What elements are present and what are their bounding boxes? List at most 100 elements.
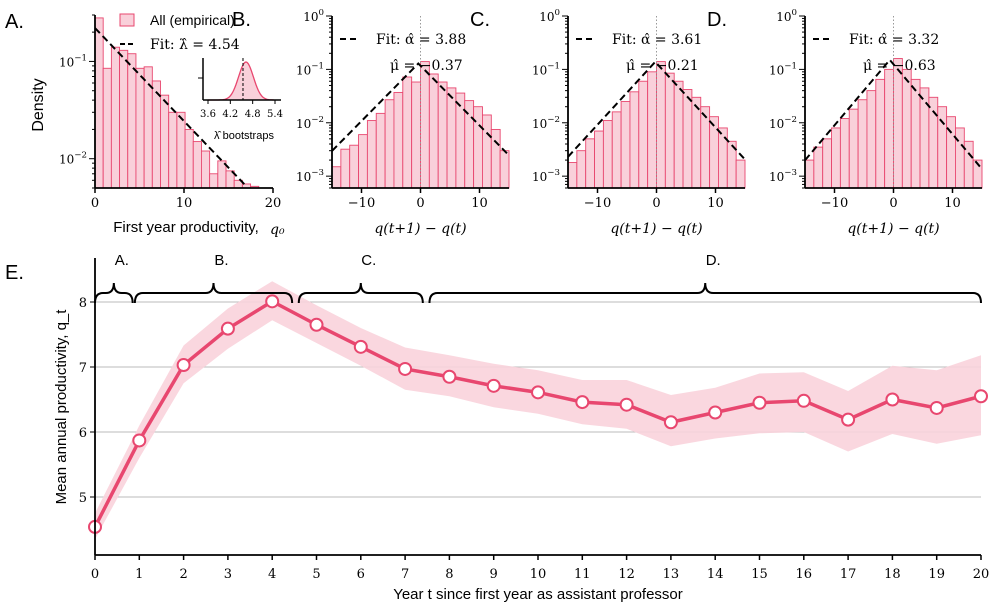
inset-x-tick-label: 4.2 [222,109,238,120]
y-tick-label: 6 [79,426,87,441]
histogram-bar [127,53,137,189]
data-point [531,385,545,400]
inset-x-tick-label: 4.8 [245,109,261,120]
bracket-label: B. [214,252,228,269]
y-tick-label: 10−1 [296,61,324,77]
histogram-bar [611,111,622,189]
x-axis-label-symbol: q₀ [270,222,285,238]
x-tick-label: 3 [224,567,232,582]
histogram-bar [200,150,211,189]
legend-label-empirical: All (empirical) [150,12,235,28]
x-tick-label: 19 [928,567,945,582]
fit-alpha-label: Fit: α̂ = 3.32 [849,32,939,48]
histogram-bar [482,114,492,189]
histogram-bar [464,100,475,189]
fit-alpha-label: Fit: α̂ = 3.88 [376,32,466,48]
panel-label: B. [232,9,251,31]
bracket [297,282,424,304]
histogram-bar [804,159,815,189]
inset-x-tick-label: 3.6 [200,109,216,120]
x-tick-label: 10 [944,196,961,211]
data-point [796,393,811,408]
x-tick-label: 10 [530,567,547,582]
x-tick-label: 10 [471,196,488,211]
histogram-bar [446,87,457,189]
histogram-bar [366,120,377,189]
data-point [663,415,678,430]
data-point [486,378,501,393]
legend-label-fit: Fit: λ̂ = 4.54 [150,37,240,53]
histogram-bar [209,173,219,189]
histogram-bar [184,128,194,189]
y-tick-label: 8 [79,296,87,311]
histogram-bar [585,138,596,189]
data-point [398,361,413,376]
x-tick-label: 18 [884,567,901,582]
x-tick-label: 15 [751,567,768,582]
x-axis-label: q(t+1) − q(t) [847,221,939,237]
bracket-label: C. [361,252,376,269]
y-tick-label: 10−2 [532,115,560,131]
x-tick-label: 13 [663,567,680,582]
histogram-bar [192,141,202,189]
histogram-bar [839,118,850,189]
x-tick-label: 0 [889,196,897,211]
histogram-bar [629,91,640,189]
bracket [428,282,982,304]
histogram-bar [602,120,613,189]
data-point [575,395,590,410]
data-point [708,405,723,420]
y-tick-label: 100 [539,8,560,24]
x-axis-label: q(t+1) − q(t) [610,221,702,237]
bracket [94,282,134,304]
histogram-bar [168,111,178,189]
fit-line [331,62,510,157]
data-point [176,358,191,373]
histogram-bar [822,138,833,189]
histogram-bar [384,99,395,189]
histogram-bar [682,89,693,189]
histogram-bar [331,166,342,189]
x-tick-label: 0 [91,196,99,211]
data-point [929,400,944,415]
histogram-bar [673,80,684,189]
x-tick-label: −10 [821,196,848,211]
data-point [353,339,368,354]
data-point [974,389,988,404]
histogram-bar [656,61,666,189]
data-point [309,317,324,332]
histogram-bar [866,90,877,189]
x-axis-label: Year t since first year as assistant pro… [393,586,683,603]
x-tick-label: 14 [707,567,724,582]
data-point [265,294,280,309]
fit-mu-label: μ̂ = −0.63 [863,58,936,74]
x-tick-label: 20 [265,196,282,211]
y-tick-label: 10−2 [59,151,87,167]
y-tick-label: 10−2 [769,115,797,131]
histogram-bar [151,80,161,189]
fit-line [804,58,983,170]
panel-label: C. [470,9,490,31]
histogram-bar [594,130,604,189]
y-tick-label: 10−3 [296,168,324,184]
histogram-bar [893,58,903,189]
histogram-bar [647,71,657,189]
x-tick-label: 8 [445,567,453,582]
x-tick-label: 17 [840,567,857,582]
y-tick-label: 10−1 [769,61,797,77]
histogram-bar [428,73,439,189]
y-axis-label: Density [30,78,47,131]
x-tick-label: 6 [357,567,365,582]
x-axis-label: First year productivity, [113,219,259,236]
histogram-bar [718,127,728,189]
x-tick-label: 10 [176,196,193,211]
histogram-bar [691,96,702,189]
histogram-bar [94,17,104,189]
histogram-bar [490,128,501,189]
inset-x-tick-label: 5.4 [267,109,283,120]
y-tick-label: 10−1 [59,53,87,69]
x-tick-label: 2 [179,567,187,582]
x-tick-label: 0 [91,567,99,582]
histogram-bar [375,112,386,189]
